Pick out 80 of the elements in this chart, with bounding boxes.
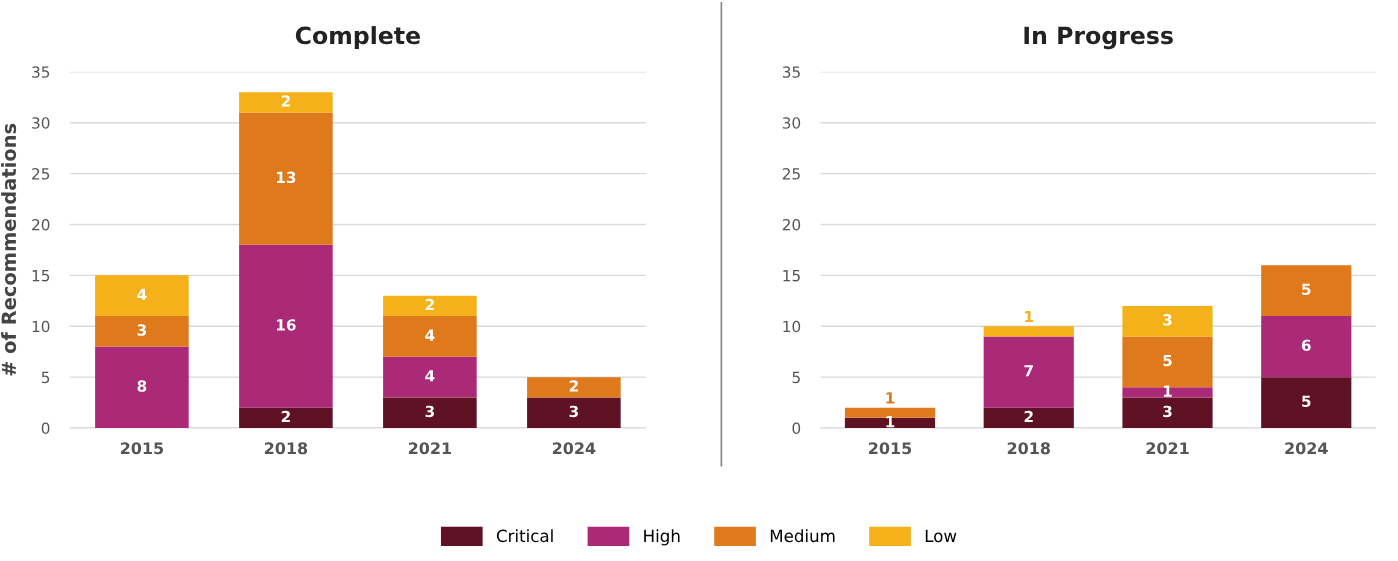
data-label: 5 (1302, 395, 1311, 408)
y-tick-label: 0 (41, 422, 50, 435)
x-tick-label: 2024 (1285, 442, 1328, 455)
x-tick-label: 2018 (264, 442, 308, 455)
legend-label: Low (925, 529, 957, 543)
bar (983, 336, 1074, 408)
bar (983, 407, 1074, 429)
bar (239, 407, 333, 429)
data-label: 5 (1302, 283, 1311, 296)
x-tick-label: 2021 (408, 442, 452, 455)
legend-label: Medium (770, 529, 835, 543)
chart-title: In Progress (1024, 26, 1173, 50)
y-tick-label: 15 (783, 270, 800, 282)
data-label: 8 (137, 380, 147, 392)
bar (527, 397, 621, 429)
bar (1122, 397, 1213, 429)
bar (239, 112, 333, 245)
bar (1261, 265, 1352, 317)
y-axis-title: # of Recommendations (1, 123, 17, 376)
y-tick-label: 5 (792, 371, 800, 384)
data-label: 1 (886, 392, 895, 404)
bar (1261, 377, 1352, 429)
bar (527, 377, 621, 398)
data-label: 4 (425, 329, 435, 341)
bar (844, 407, 936, 418)
data-label: 1 (1025, 310, 1034, 323)
bar (95, 275, 189, 317)
y-tick-label: 35 (32, 66, 50, 78)
bar (383, 316, 477, 357)
bar (95, 346, 189, 429)
data-label: 7 (1024, 365, 1033, 377)
bar (1261, 316, 1352, 378)
bar (383, 397, 477, 429)
data-label: 3 (1163, 314, 1172, 326)
data-label: 2 (425, 298, 434, 311)
bar (844, 417, 936, 429)
data-label: 3 (425, 405, 434, 418)
bar (383, 295, 477, 317)
data-label: 4 (425, 370, 435, 382)
y-tick-label: 15 (32, 270, 50, 282)
y-tick-label: 20 (32, 218, 50, 231)
y-tick-label: 10 (32, 320, 50, 333)
legend-label: Critical (496, 529, 553, 543)
x-tick-label: 2021 (1146, 442, 1189, 455)
data-label: 4 (137, 288, 147, 300)
y-tick-label: 5 (41, 371, 50, 384)
y-tick-label: 30 (782, 117, 801, 129)
legend-label: High (644, 529, 680, 546)
data-label: 2 (281, 95, 290, 107)
data-label: 1 (886, 416, 895, 428)
data-label: 3 (137, 324, 146, 336)
data-label: 5 (1163, 354, 1172, 367)
y-tick-label: 30 (32, 117, 50, 129)
y-tick-label: 25 (32, 168, 50, 180)
y-tick-label: 25 (782, 168, 800, 180)
bar (239, 244, 333, 408)
y-tick-label: 35 (782, 66, 800, 78)
data-label: 1 (1163, 385, 1172, 397)
data-label: 2 (569, 380, 578, 392)
data-label: 3 (569, 405, 578, 418)
bar (239, 92, 333, 113)
y-tick-label: 0 (792, 422, 801, 435)
data-label: 3 (1163, 405, 1172, 418)
bar (1122, 387, 1213, 398)
bar (95, 316, 189, 347)
bar (383, 356, 477, 398)
chart-title: Complete (295, 26, 420, 49)
x-tick-label: 2015 (120, 442, 164, 455)
data-label: 16 (276, 319, 296, 331)
bar (1122, 305, 1213, 337)
x-tick-label: 2018 (1007, 442, 1050, 455)
data-label: 13 (276, 171, 296, 184)
bar (983, 326, 1074, 337)
data-label: 6 (1301, 339, 1311, 352)
data-label: 2 (281, 410, 290, 423)
x-tick-label: 2024 (552, 442, 596, 455)
data-label: 2 (1024, 410, 1033, 423)
x-tick-label: 2015 (869, 442, 912, 455)
y-tick-label: 10 (783, 320, 801, 333)
y-tick-label: 20 (782, 218, 801, 231)
